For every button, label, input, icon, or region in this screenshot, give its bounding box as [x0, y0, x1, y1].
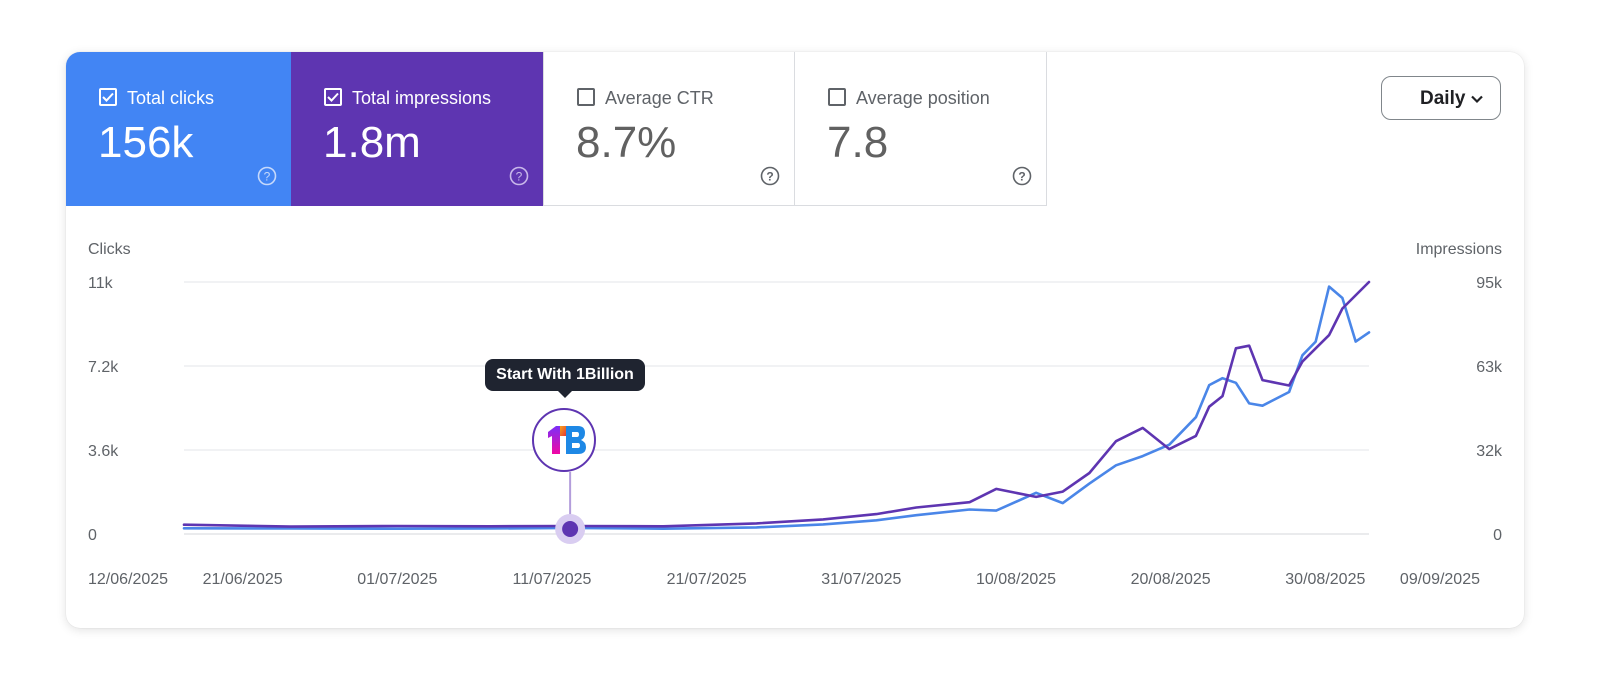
x-tick: 10/08/2025: [976, 571, 1056, 588]
metric-value: 8.7%: [576, 118, 677, 167]
metric-label: Average position: [856, 88, 990, 108]
metric-average-position[interactable]: Average position 7.8 ?: [795, 52, 1047, 206]
check-icon: [327, 92, 339, 102]
annotation-tooltip: Start With 1Billion: [485, 359, 645, 398]
right-y-tick: 0: [1493, 527, 1502, 544]
left-y-tick: 11k: [88, 275, 114, 292]
left-y-tick: 7.2k: [88, 359, 119, 376]
x-tick: 30/08/2025: [1285, 571, 1365, 588]
x-tick: 21/07/2025: [667, 571, 747, 588]
metric-value: 1.8m: [323, 118, 421, 167]
help-icon[interactable]: ?: [509, 166, 529, 186]
period-dropdown[interactable]: Daily: [1381, 76, 1501, 120]
metric-value: 156k: [98, 118, 194, 167]
performance-card: Total clicks 156k ? Total impressions 1.…: [66, 52, 1524, 628]
metric-total-clicks[interactable]: Total clicks 156k ?: [66, 52, 291, 206]
x-tick: 01/07/2025: [357, 571, 437, 588]
left-y-tick: 0: [88, 527, 97, 544]
x-tick: 31/07/2025: [821, 571, 901, 588]
right-y-tick: 32k: [1476, 443, 1503, 460]
checkbox-average-position[interactable]: [828, 88, 846, 106]
period-dropdown-label: Daily: [1420, 88, 1466, 109]
metric-label: Average CTR: [605, 88, 714, 108]
help-icon[interactable]: ?: [1012, 166, 1032, 186]
metric-label: Total impressions: [352, 88, 492, 108]
right-y-tick: 95k: [1476, 275, 1503, 292]
x-tick: 21/06/2025: [203, 571, 283, 588]
metric-total-impressions[interactable]: Total impressions 1.8m ?: [291, 52, 543, 206]
series-line-impressions: [182, 280, 1371, 528]
x-tick: 09/09/2025: [1400, 571, 1480, 588]
x-tick: 12/06/2025: [88, 571, 168, 588]
left-axis-title: Clicks: [88, 241, 131, 258]
right-y-tick: 63k: [1476, 359, 1503, 376]
annotation-marker-dot: [562, 521, 579, 537]
svg-text:?: ?: [516, 170, 523, 184]
left-y-tick: 3.6k: [88, 443, 119, 460]
right-axis-title: Impressions: [1416, 241, 1502, 258]
performance-chart[interactable]: Clicks Impressions 11k 7.2k 3.6k 0 95k 63k 32…: [66, 52, 1524, 628]
help-icon[interactable]: ?: [760, 166, 780, 186]
chevron-down-icon: [1471, 95, 1483, 104]
checkbox-average-ctr[interactable]: [577, 88, 595, 106]
series-line-clicks: [182, 285, 1371, 530]
1billion-logo-icon: [548, 426, 586, 454]
metric-value: 7.8: [827, 118, 889, 167]
checkbox-total-clicks[interactable]: [99, 88, 117, 106]
checkbox-total-impressions[interactable]: [324, 88, 342, 106]
svg-text:?: ?: [264, 170, 271, 184]
help-icon[interactable]: ?: [257, 166, 277, 186]
annotation-badge[interactable]: [532, 408, 596, 472]
x-tick: 20/08/2025: [1131, 571, 1211, 588]
metric-average-ctr[interactable]: Average CTR 8.7% ?: [543, 52, 795, 206]
svg-text:?: ?: [766, 170, 773, 184]
check-icon: [102, 92, 114, 102]
metric-label: Total clicks: [127, 88, 215, 108]
x-tick: 11/07/2025: [513, 571, 592, 588]
svg-text:?: ?: [1018, 170, 1025, 184]
